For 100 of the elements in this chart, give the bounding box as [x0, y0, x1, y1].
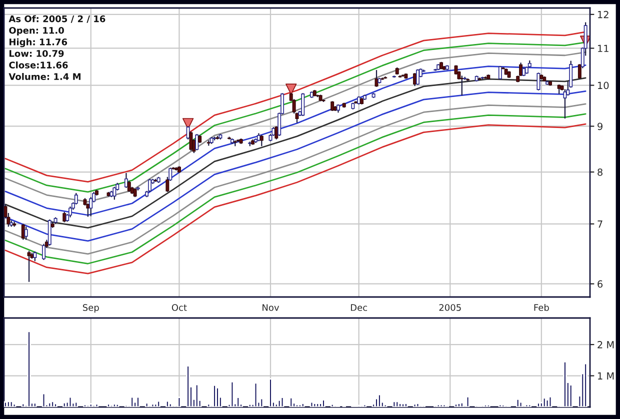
y-tick-label: 2 M [598, 341, 614, 348]
bar [42, 392, 46, 407]
candlestick [301, 92, 305, 117]
x-tick-label: Nov [262, 304, 280, 311]
bar [136, 396, 140, 407]
bar [9, 400, 14, 407]
bar [486, 404, 490, 407]
bar [274, 403, 278, 407]
candlestick [536, 72, 540, 91]
bar [83, 404, 87, 407]
y-tick-label: 1 M [598, 372, 614, 380]
y-tick-label: 6 [598, 280, 603, 288]
bar [94, 403, 99, 407]
line-series [4, 90, 586, 242]
candlestick [112, 186, 116, 200]
candlestick [330, 100, 334, 112]
bar [528, 404, 532, 407]
bar [395, 400, 399, 407]
annotation: Volume: 1.4 M [8, 73, 80, 80]
bar [563, 361, 567, 407]
bar [548, 396, 552, 407]
bar [318, 402, 322, 407]
bar [383, 404, 388, 407]
bar [516, 398, 520, 407]
bar [195, 384, 199, 407]
bar [168, 402, 172, 407]
bar [112, 403, 116, 407]
bar [454, 403, 458, 407]
x-tick-label: Sep [82, 304, 99, 313]
bar [460, 402, 464, 407]
candlestick [68, 206, 72, 218]
annotation: High: 11.76 [10, 38, 68, 48]
annotation: As Of: 2005 / 2 / 16 [8, 15, 106, 23]
bar [106, 403, 110, 407]
bar [466, 396, 470, 407]
x-tick-label: Oct [172, 304, 187, 311]
bar [254, 382, 258, 407]
bar [27, 330, 31, 407]
y-tick-label: 10 [598, 82, 609, 90]
bar [362, 404, 367, 407]
bar [68, 396, 72, 407]
bar [412, 403, 417, 407]
bar [289, 396, 293, 407]
annotation: Open: 11.0 [9, 26, 64, 36]
candlestick [124, 172, 128, 188]
bar [156, 400, 160, 407]
bar [442, 404, 446, 407]
bar [116, 403, 120, 407]
bar [206, 403, 211, 407]
x-tick-label: Feb [534, 304, 549, 311]
bar [186, 365, 190, 407]
bar [74, 401, 78, 407]
bar [316, 402, 320, 407]
candlestick [454, 64, 458, 76]
candlestick [498, 65, 502, 80]
candlestick [42, 243, 46, 261]
bar [230, 381, 234, 407]
bar [260, 398, 264, 407]
y-tick-label: 7 [598, 220, 602, 228]
bar [416, 402, 420, 407]
y-tick-label: 9 [598, 122, 602, 130]
bar [536, 402, 540, 407]
bar [236, 396, 240, 407]
bar [166, 400, 170, 407]
bar [88, 403, 93, 407]
candlestick [48, 218, 52, 246]
bar [484, 404, 488, 407]
bar [280, 396, 284, 407]
bar [518, 401, 523, 407]
bar [54, 402, 58, 407]
bar [130, 396, 134, 407]
bar [12, 403, 16, 407]
annotation: Close:11.66 [9, 61, 68, 68]
bar [584, 362, 588, 407]
point [286, 84, 297, 95]
candlestick [148, 178, 152, 193]
annotation: Low: 10.79 [10, 50, 64, 57]
bar [322, 399, 326, 407]
candlestick [416, 68, 420, 86]
candlestick [33, 250, 37, 262]
bar [216, 386, 220, 407]
y-tick-label: 8 [598, 168, 602, 176]
y-tick-label: 11 [598, 44, 608, 52]
bar [248, 403, 252, 407]
x-tick-label: 2005 [439, 304, 461, 311]
candlestick [260, 134, 264, 147]
bar [457, 402, 461, 407]
candlestick [62, 211, 66, 223]
bar [144, 402, 149, 407]
y-tick-label: 12 [598, 10, 608, 18]
bar [50, 400, 54, 407]
bar [150, 403, 155, 407]
x-tick-label: Dec [350, 304, 368, 311]
bar [378, 394, 382, 407]
candlestick [24, 226, 28, 240]
bar [301, 402, 305, 407]
candlestick [21, 223, 25, 240]
bar [398, 402, 402, 407]
candlestick [557, 84, 561, 94]
bar [330, 403, 334, 407]
